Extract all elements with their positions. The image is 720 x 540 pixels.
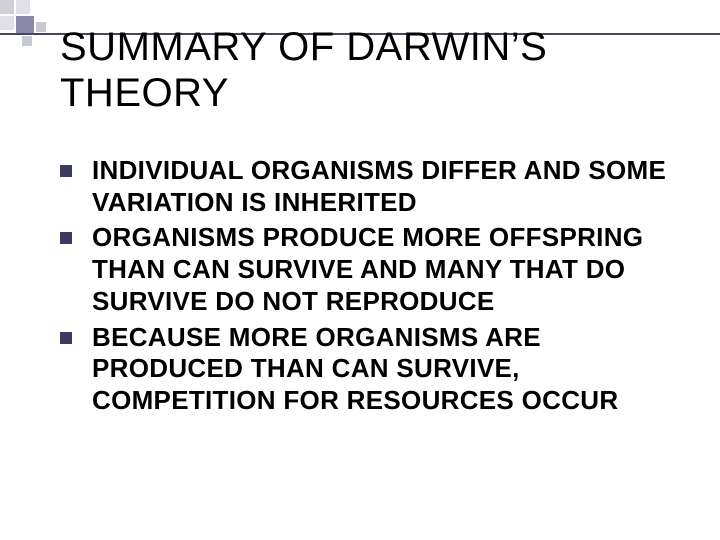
bullet-text: BECAUSE MORE ORGANISMS ARE PRODUCED THAN…: [92, 322, 690, 417]
bullet-text: INDIVIDUAL ORGANISMS DIFFER AND SOME VAR…: [92, 155, 690, 218]
list-item: ORGANISMS PRODUCE MORE OFFSPRING THAN CA…: [60, 222, 690, 317]
bullet-marker-icon: [60, 165, 72, 177]
deco-square: [0, 0, 14, 14]
deco-square: [22, 36, 32, 46]
list-item: INDIVIDUAL ORGANISMS DIFFER AND SOME VAR…: [60, 155, 690, 218]
deco-square: [36, 22, 46, 32]
slide-title: SUMMARY OF DARWIN’S THEORY: [60, 24, 720, 116]
bullet-text: ORGANISMS PRODUCE MORE OFFSPRING THAN CA…: [92, 222, 690, 317]
list-item: BECAUSE MORE ORGANISMS ARE PRODUCED THAN…: [60, 322, 690, 417]
deco-square: [16, 0, 30, 14]
bullet-list: INDIVIDUAL ORGANISMS DIFFER AND SOME VAR…: [60, 155, 690, 421]
bullet-marker-icon: [60, 232, 72, 244]
deco-square: [0, 16, 14, 30]
deco-square: [16, 16, 34, 34]
bullet-marker-icon: [60, 332, 72, 344]
